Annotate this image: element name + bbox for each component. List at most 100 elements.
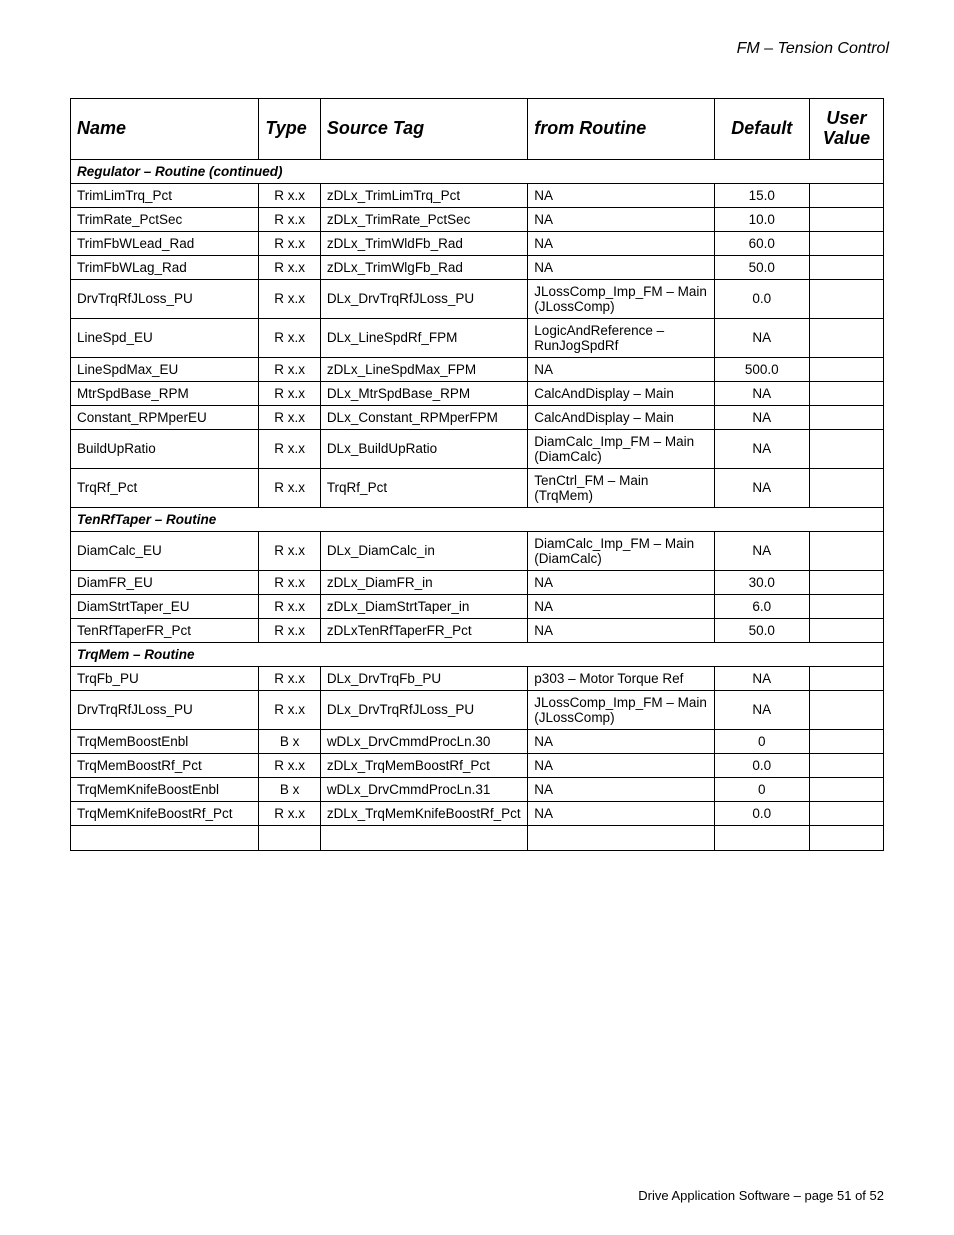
- empty-cell: [259, 825, 320, 850]
- col-header-default: Default: [714, 99, 809, 160]
- cell-type: R x.x: [259, 357, 320, 381]
- empty-cell: [320, 825, 527, 850]
- table-row: BuildUpRatioR x.xDLx_BuildUpRatioDiamCal…: [71, 429, 884, 468]
- table-row: DrvTrqRfJLoss_PUR x.xDLx_DrvTrqRfJLoss_P…: [71, 690, 884, 729]
- cell-default: 60.0: [714, 231, 809, 255]
- cell-name: DrvTrqRfJLoss_PU: [71, 690, 259, 729]
- table-row: TenRfTaperFR_PctR x.xzDLxTenRfTaperFR_Pc…: [71, 618, 884, 642]
- cell-routine: LogicAndReference – RunJogSpdRf: [528, 318, 714, 357]
- document-page: FM – Tension Control Name Type Source Ta…: [0, 0, 954, 1235]
- cell-routine: TenCtrl_FM – Main (TrqMem): [528, 468, 714, 507]
- cell-source: DLx_DrvTrqRfJLoss_PU: [320, 690, 527, 729]
- section-title: TenRfTaper – Routine: [71, 507, 884, 531]
- table-row: TrqMemKnifeBoostEnblB xwDLx_DrvCmmdProcL…: [71, 777, 884, 801]
- cell-user: [809, 468, 883, 507]
- section-header-row: Regulator – Routine (continued): [71, 159, 884, 183]
- cell-type: R x.x: [259, 255, 320, 279]
- cell-default: 0.0: [714, 753, 809, 777]
- cell-user: [809, 318, 883, 357]
- cell-user: [809, 255, 883, 279]
- cell-routine: NA: [528, 777, 714, 801]
- cell-user: [809, 618, 883, 642]
- cell-type: R x.x: [259, 570, 320, 594]
- section-header-row: TenRfTaper – Routine: [71, 507, 884, 531]
- cell-source: DLx_Constant_RPMperFPM: [320, 405, 527, 429]
- cell-type: R x.x: [259, 381, 320, 405]
- cell-type: R x.x: [259, 468, 320, 507]
- cell-name: TrimFbWLead_Rad: [71, 231, 259, 255]
- cell-user: [809, 207, 883, 231]
- cell-user: [809, 381, 883, 405]
- cell-type: R x.x: [259, 666, 320, 690]
- cell-type: R x.x: [259, 690, 320, 729]
- cell-name: TrqMemKnifeBoostRf_Pct: [71, 801, 259, 825]
- cell-user: [809, 801, 883, 825]
- cell-routine: CalcAndDisplay – Main: [528, 381, 714, 405]
- table-row: TrqMemKnifeBoostRf_PctR x.xzDLx_TrqMemKn…: [71, 801, 884, 825]
- table-row: TrimFbWLag_RadR x.xzDLx_TrimWlgFb_RadNA5…: [71, 255, 884, 279]
- cell-routine: DiamCalc_Imp_FM – Main (DiamCalc): [528, 429, 714, 468]
- section-title: Regulator – Routine (continued): [71, 159, 884, 183]
- cell-user: [809, 357, 883, 381]
- cell-routine: NA: [528, 618, 714, 642]
- cell-routine: DiamCalc_Imp_FM – Main (DiamCalc): [528, 531, 714, 570]
- cell-routine: NA: [528, 255, 714, 279]
- section-title: TrqMem – Routine: [71, 642, 884, 666]
- cell-default: 10.0: [714, 207, 809, 231]
- cell-name: TrimRate_PctSec: [71, 207, 259, 231]
- cell-type: R x.x: [259, 618, 320, 642]
- cell-default: 0: [714, 729, 809, 753]
- cell-name: DiamFR_EU: [71, 570, 259, 594]
- cell-type: R x.x: [259, 594, 320, 618]
- empty-cell: [809, 825, 883, 850]
- cell-source: DLx_MtrSpdBase_RPM: [320, 381, 527, 405]
- cell-routine: NA: [528, 753, 714, 777]
- cell-type: R x.x: [259, 429, 320, 468]
- table-row: TrimRate_PctSecR x.xzDLx_TrimRate_PctSec…: [71, 207, 884, 231]
- cell-routine: JLossComp_Imp_FM – Main (JLossComp): [528, 279, 714, 318]
- cell-source: zDLx_DiamStrtTaper_in: [320, 594, 527, 618]
- cell-source: zDLx_TrimRate_PctSec: [320, 207, 527, 231]
- cell-routine: NA: [528, 357, 714, 381]
- cell-default: NA: [714, 429, 809, 468]
- cell-default: NA: [714, 468, 809, 507]
- cell-source: DLx_BuildUpRatio: [320, 429, 527, 468]
- cell-name: TrqRf_Pct: [71, 468, 259, 507]
- cell-default: NA: [714, 531, 809, 570]
- table-row: DrvTrqRfJLoss_PUR x.xDLx_DrvTrqRfJLoss_P…: [71, 279, 884, 318]
- cell-user: [809, 183, 883, 207]
- cell-default: NA: [714, 690, 809, 729]
- table-row: DiamStrtTaper_EUR x.xzDLx_DiamStrtTaper_…: [71, 594, 884, 618]
- col-header-routine: from Routine: [528, 99, 714, 160]
- table-row: TrimFbWLead_RadR x.xzDLx_TrimWldFb_RadNA…: [71, 231, 884, 255]
- cell-routine: CalcAndDisplay – Main: [528, 405, 714, 429]
- page-footer: Drive Application Software – page 51 of …: [638, 1188, 884, 1203]
- table-row: DiamCalc_EUR x.xDLx_DiamCalc_inDiamCalc_…: [71, 531, 884, 570]
- cell-source: DLx_DiamCalc_in: [320, 531, 527, 570]
- table-row: Constant_RPMperEUR x.xDLx_Constant_RPMpe…: [71, 405, 884, 429]
- cell-routine: NA: [528, 183, 714, 207]
- cell-source: zDLx_TrqMemKnifeBoostRf_Pct: [320, 801, 527, 825]
- cell-name: MtrSpdBase_RPM: [71, 381, 259, 405]
- cell-user: [809, 531, 883, 570]
- cell-name: DiamCalc_EU: [71, 531, 259, 570]
- cell-type: R x.x: [259, 753, 320, 777]
- cell-default: 50.0: [714, 618, 809, 642]
- cell-source: zDLx_TrimLimTrq_Pct: [320, 183, 527, 207]
- cell-source: DLx_DrvTrqFb_PU: [320, 666, 527, 690]
- cell-name: TrimLimTrq_Pct: [71, 183, 259, 207]
- col-header-name: Name: [71, 99, 259, 160]
- col-header-user: User Value: [809, 99, 883, 160]
- cell-default: 0: [714, 777, 809, 801]
- cell-name: TrqMemKnifeBoostEnbl: [71, 777, 259, 801]
- cell-type: B x: [259, 777, 320, 801]
- empty-cell: [71, 825, 259, 850]
- cell-routine: NA: [528, 231, 714, 255]
- cell-source: DLx_DrvTrqRfJLoss_PU: [320, 279, 527, 318]
- cell-type: R x.x: [259, 279, 320, 318]
- cell-source: TrqRf_Pct: [320, 468, 527, 507]
- cell-default: NA: [714, 381, 809, 405]
- cell-default: 50.0: [714, 255, 809, 279]
- cell-user: [809, 279, 883, 318]
- cell-user: [809, 729, 883, 753]
